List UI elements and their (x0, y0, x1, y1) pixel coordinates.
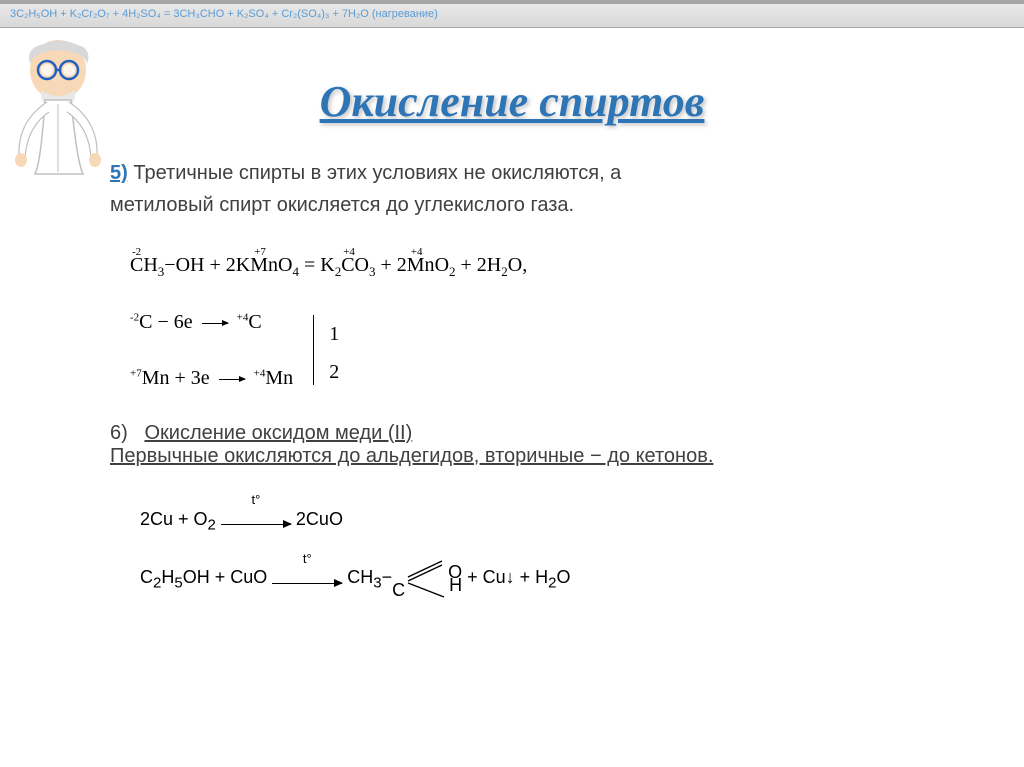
redox-balance: -2C − 6e +4C +7Mn + 3e +4Mn 1 2 (130, 303, 1024, 397)
ox-state-c-left: -2 (132, 242, 141, 263)
redox-coef-1: 1 (329, 315, 339, 353)
eq-cuo-formation: 2Cu + O2 t° 2CuO (140, 498, 1024, 544)
header-bar: 3C₂H₅OH + K₂Cr₂O₇ + 4H₂SO₄ = 3CH₃CHO + K… (0, 4, 1024, 28)
section-6-number: 6) (110, 422, 128, 444)
section-5-text-line1: Третичные спирты в этих условиях не окис… (128, 162, 622, 184)
redox-coef-2: 2 (329, 353, 339, 391)
section-6-text: Первычные окисляются до альдегидов, втор… (110, 445, 1024, 468)
section-5-equations: -2CH3−OH + 2K+7MnO4 = K2+4CO3 + 2+4MnO2 … (130, 246, 1024, 397)
section-5-text-line2: метиловый спирт окисляется до углекислог… (110, 189, 964, 221)
ox-state-mn-left: +7 (254, 242, 266, 263)
redox-half-1: -2C − 6e +4C (130, 303, 293, 341)
temp-label-2: t° (272, 543, 342, 574)
header-equation: 3C₂H₅OH + K₂Cr₂O₇ + 4H₂SO₄ = 3CH₃CHO + K… (10, 8, 438, 20)
ox-state-c-prod: +4 (343, 242, 355, 263)
redox-half-2: +7Mn + 3e +4Mn (130, 359, 293, 397)
page-title: Окисление спиртов (0, 76, 1024, 127)
aldehyde-group: C O H (392, 553, 462, 603)
eq-ethanol-oxidation: C2H5OH + CuO t° CH3− C O H + Cu↓ + H2O (140, 553, 1024, 603)
section-5: 5) Третичные спирты в этих условиях не о… (110, 157, 964, 221)
temp-label-1: t° (221, 484, 291, 515)
scientist-illustration (5, 32, 120, 177)
ox-state-mn-prod: +4 (411, 242, 423, 263)
redox-coefficients: 1 2 (313, 315, 339, 385)
main-equation: -2CH3−OH + 2K+7MnO4 = K2+4CO3 + 2+4MnO2 … (130, 246, 1024, 285)
section-6-equations: 2Cu + O2 t° 2CuO C2H5OH + CuO t° CH3− C … (140, 498, 1024, 604)
section-6-heading: Окисление оксидом меди (II) (144, 422, 412, 444)
section-6: 6) Окисление оксидом меди (II) Первычные… (110, 422, 1024, 468)
